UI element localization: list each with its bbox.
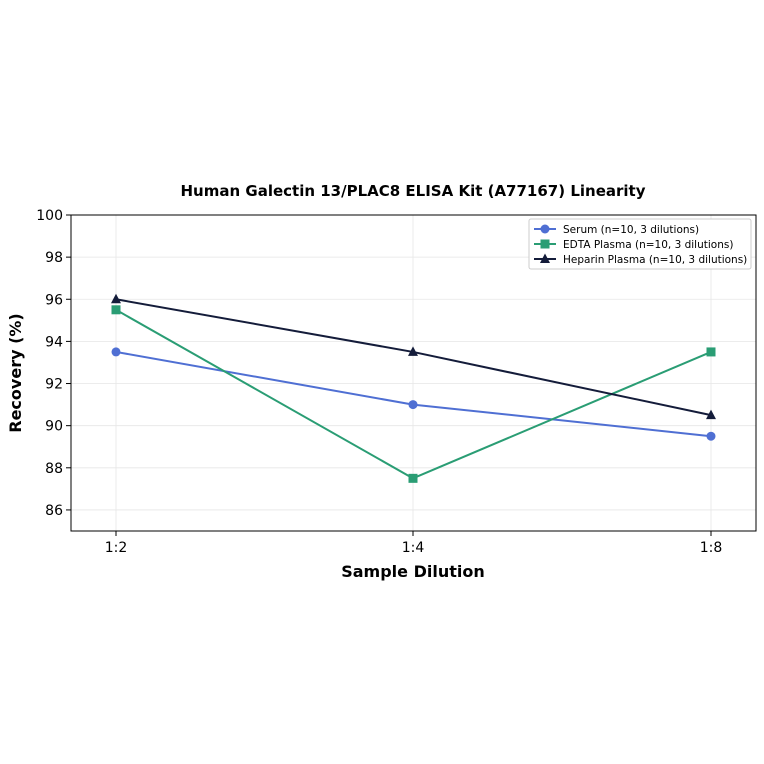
y-tick-label: 98 <box>45 250 63 266</box>
x-tick-label: 1:4 <box>402 540 425 556</box>
edta-plasma-legend-label: EDTA Plasma (n=10, 3 dilutions) <box>563 239 733 251</box>
serum-point <box>706 431 716 441</box>
y-tick-label: 88 <box>45 461 63 477</box>
serum-point <box>111 347 121 357</box>
chart-title: Human Galectin 13/PLAC8 ELISA Kit (A7716… <box>181 182 646 200</box>
y-tick-label: 100 <box>36 208 63 224</box>
heparin-plasma-point <box>111 293 121 304</box>
y-tick-label: 86 <box>45 503 63 519</box>
x-tick-label: 1:2 <box>105 540 128 556</box>
y-axis: 86 88 90 92 94 96 98 100 <box>36 208 71 519</box>
edta-plasma-point <box>111 305 121 315</box>
legend-box <box>528 218 752 270</box>
series-layer <box>111 293 716 483</box>
y-tick-label: 92 <box>45 377 63 393</box>
serum-series <box>111 347 716 441</box>
y-tick-label: 96 <box>45 292 63 308</box>
y-tick-label: 90 <box>45 419 63 435</box>
heparin-plasma-line <box>115 298 712 417</box>
x-axis-label: Sample Dilution <box>341 562 485 581</box>
edta-plasma-line <box>115 308 712 480</box>
serum-legend-label: Serum (n=10, 3 dilutions) <box>563 224 699 236</box>
heparin-plasma-point <box>408 346 418 356</box>
y-axis-label: Recovery (%) <box>6 313 25 432</box>
serum-legend-marker <box>540 224 550 234</box>
serum-line <box>115 350 712 438</box>
edta-plasma-series <box>111 305 716 483</box>
y-tick-label: 94 <box>45 334 63 350</box>
heparin-plasma-point <box>706 409 716 420</box>
edta-plasma-point <box>706 347 716 357</box>
heparin-plasma-series <box>111 293 716 420</box>
heparin-plasma-legend-label: Heparin Plasma (n=10, 3 dilutions) <box>563 254 747 266</box>
edta-plasma-point <box>408 473 418 483</box>
serum-point <box>408 400 418 410</box>
legend: Serum (n=10, 3 dilutions) EDTA Plasma (n=… <box>528 218 752 270</box>
x-tick-label: 1:8 <box>700 540 723 556</box>
x-axis: 1:2 1:4 1:8 <box>105 531 723 556</box>
edta-plasma-legend-marker <box>540 239 550 249</box>
heparin-plasma-legend-marker <box>540 253 550 263</box>
